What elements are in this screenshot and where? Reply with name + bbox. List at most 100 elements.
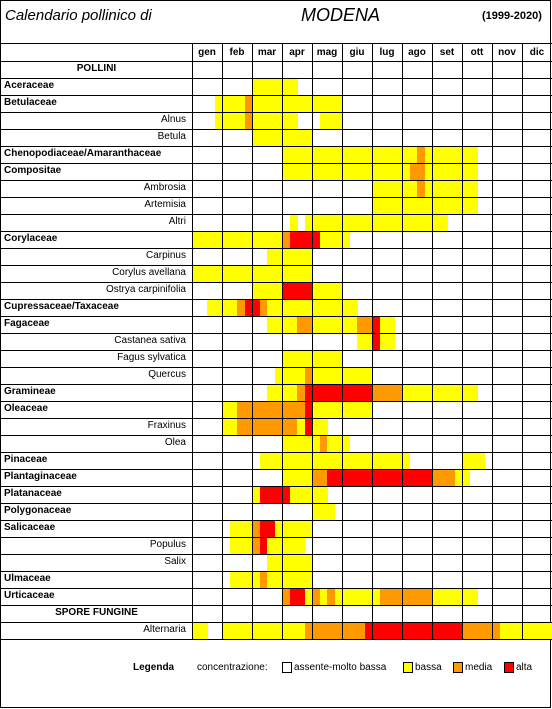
cell-level-2 [394, 384, 403, 401]
cell-level-1 [267, 129, 275, 146]
cell-level-1 [447, 197, 455, 214]
taxon-label: Betula [157, 131, 186, 142]
cell-level-1 [237, 231, 245, 248]
cell-level-1 [267, 78, 275, 95]
cell-level-1 [282, 622, 290, 639]
cell-level-1 [297, 299, 305, 316]
cell-level-3 [417, 622, 425, 639]
cell-level-1 [304, 163, 313, 180]
title: Calendario pollinico di [5, 7, 152, 24]
taxon-label: Alnus [160, 114, 186, 125]
month-header-giu: giu [349, 47, 365, 58]
cell-level-1 [439, 214, 448, 231]
cell-level-2 [462, 622, 470, 639]
cell-level-1 [289, 265, 298, 282]
cell-level-3 [244, 299, 253, 316]
cell-level-1 [274, 316, 283, 333]
legend-swatch-2 [453, 662, 463, 673]
cell-level-1 [439, 180, 448, 197]
month-header-mag: mag [316, 47, 338, 58]
taxon-label: Fagus sylvatica [117, 352, 186, 363]
month-divider [432, 43, 433, 639]
cell-level-1 [334, 367, 343, 384]
family-label: Salicaceae [4, 522, 56, 533]
cell-level-1 [267, 112, 275, 129]
cell-level-1 [229, 299, 238, 316]
cell-level-1 [349, 367, 358, 384]
row-divider [1, 282, 552, 283]
cell-level-2 [394, 588, 403, 605]
cell-level-1 [297, 350, 305, 367]
cell-level-1 [514, 622, 523, 639]
cell-level-1 [349, 163, 358, 180]
cell-level-1 [252, 95, 260, 112]
cell-level-1 [454, 180, 463, 197]
cell-level-1 [379, 316, 388, 333]
cell-level-1 [462, 146, 470, 163]
cell-level-1 [267, 248, 275, 265]
cell-level-1 [297, 520, 305, 537]
cell-level-1 [297, 537, 305, 554]
cell-level-1 [244, 231, 253, 248]
cell-level-1 [462, 197, 470, 214]
family-label: Oleaceae [4, 403, 48, 414]
cell-level-1 [349, 401, 358, 418]
cell-level-1 [469, 452, 478, 469]
cell-level-1 [289, 469, 298, 486]
cell-level-1 [462, 180, 470, 197]
month-header-feb: feb [229, 47, 245, 58]
row-divider [1, 588, 552, 589]
cell-level-2 [379, 588, 388, 605]
cell-level-1 [387, 197, 395, 214]
cell-level-1 [312, 350, 320, 367]
cell-level-1 [342, 367, 350, 384]
cell-level-1 [439, 588, 448, 605]
cell-level-1 [439, 146, 448, 163]
cell-level-1 [312, 95, 320, 112]
legend-label: bassa [415, 662, 442, 673]
cell-level-3 [267, 486, 275, 503]
cell-level-1 [394, 180, 403, 197]
cell-level-1 [274, 248, 283, 265]
row-divider [1, 163, 552, 164]
cell-level-1 [267, 231, 275, 248]
cell-level-1 [289, 384, 298, 401]
cell-level-2 [282, 231, 290, 248]
cell-level-2 [402, 588, 410, 605]
cell-level-1 [372, 180, 380, 197]
row-divider [1, 299, 552, 300]
cell-level-3 [357, 384, 365, 401]
row-divider [1, 571, 552, 572]
cell-level-1 [447, 146, 455, 163]
cell-level-1 [304, 571, 313, 588]
row-divider [1, 452, 552, 453]
cell-level-1 [282, 265, 290, 282]
cell-level-3 [259, 486, 268, 503]
cell-level-1 [394, 146, 403, 163]
cell-level-1 [282, 78, 290, 95]
cell-level-1 [334, 95, 343, 112]
cell-level-1 [289, 112, 298, 129]
cell-level-1 [319, 163, 328, 180]
row-divider [1, 639, 552, 640]
cell-level-2 [342, 622, 350, 639]
cell-level-2 [327, 622, 335, 639]
cell-level-1 [237, 265, 245, 282]
cell-level-3 [402, 622, 410, 639]
cell-level-3 [312, 384, 320, 401]
family-label: Plantaginaceae [4, 471, 77, 482]
legend-intro: concentrazione: [197, 662, 268, 673]
cell-level-2 [237, 418, 245, 435]
cell-level-1 [342, 401, 350, 418]
cell-level-1 [537, 622, 545, 639]
cell-level-1 [244, 571, 253, 588]
row-divider [1, 146, 552, 147]
cell-level-1 [237, 537, 245, 554]
cell-level-3 [372, 469, 380, 486]
cell-level-1 [357, 452, 365, 469]
cell-level-1 [259, 129, 268, 146]
month-divider [522, 43, 523, 639]
cell-level-3 [289, 231, 298, 248]
cell-level-1 [402, 146, 410, 163]
cell-level-2 [379, 384, 388, 401]
